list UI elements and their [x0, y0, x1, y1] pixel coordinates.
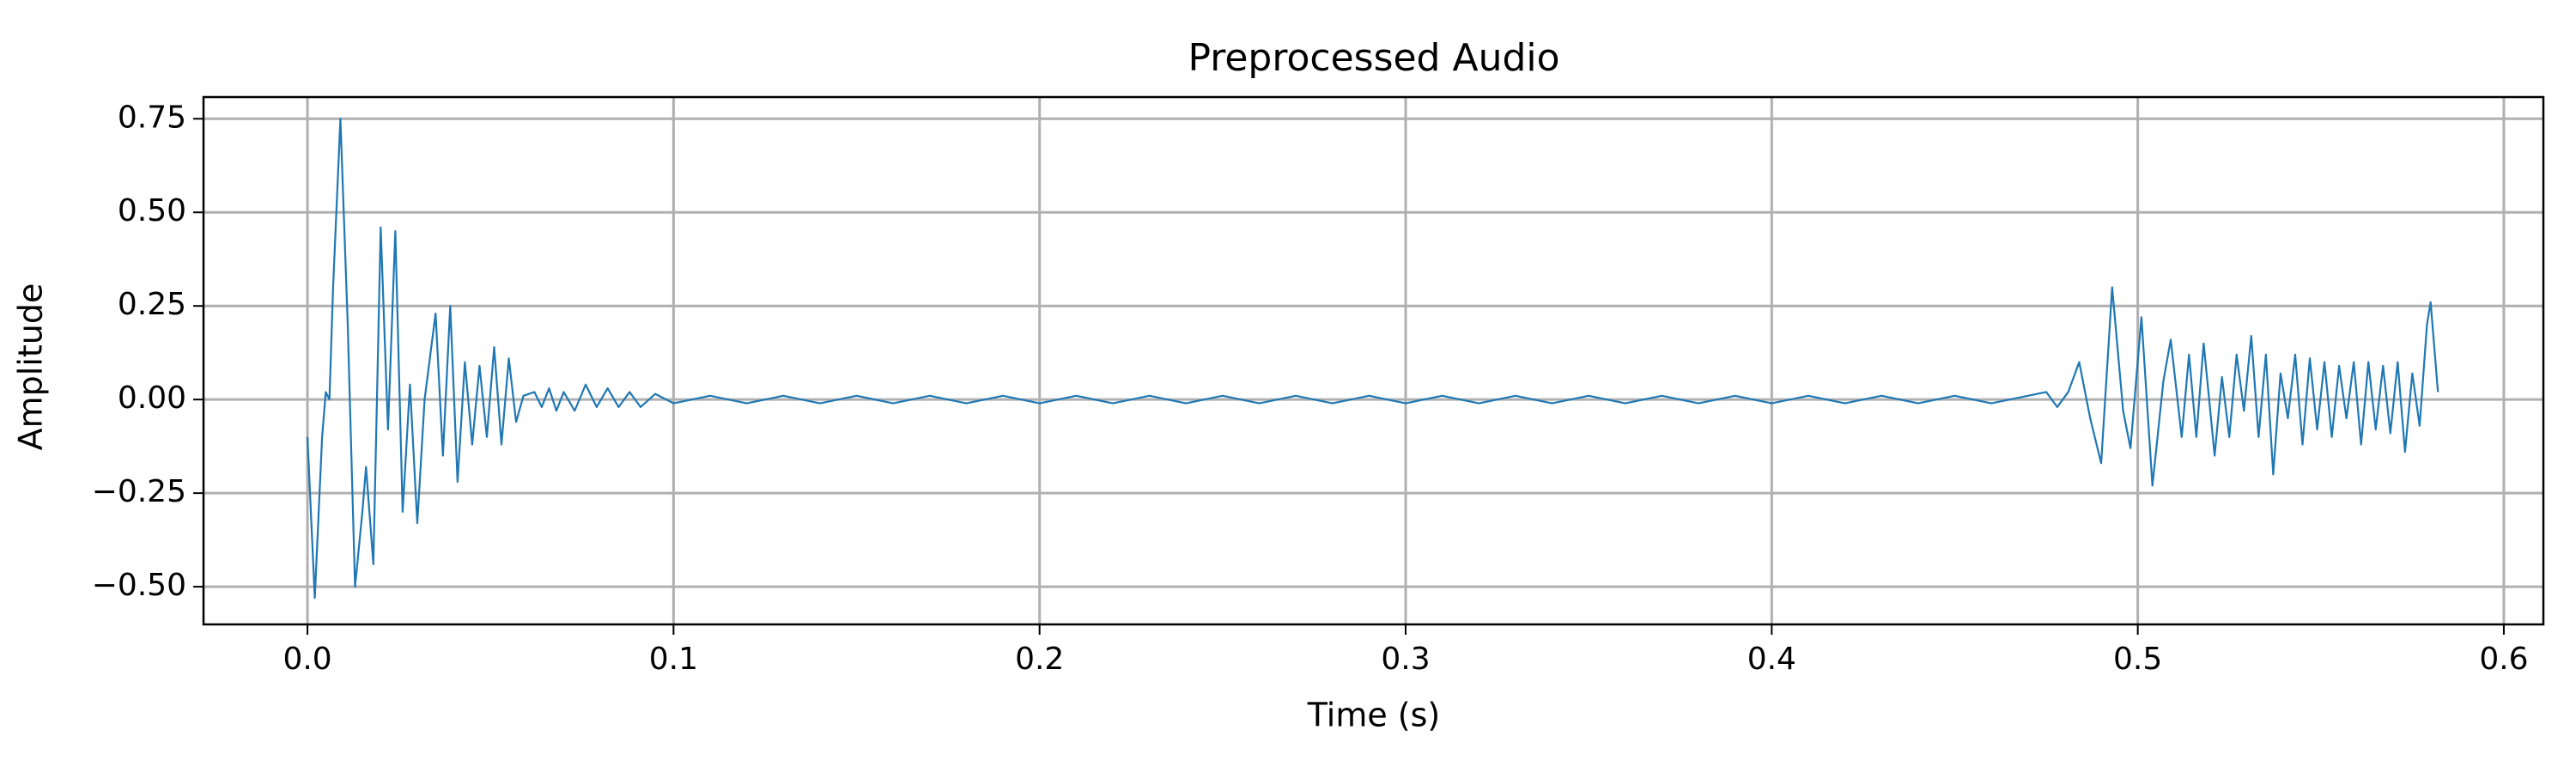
x-tick-label: 0.4: [1747, 642, 1796, 677]
chart-title: Preprocessed Audio: [1188, 36, 1559, 80]
plot-frame: [202, 95, 2545, 626]
waveform-line: [306, 118, 2439, 600]
x-tick-label: 0.6: [2479, 642, 2528, 677]
x-axis-label: Time (s): [1307, 697, 1441, 734]
y-axis-label: Amplitude: [12, 283, 50, 451]
y-tick-label: 0.00: [118, 380, 186, 416]
y-tick-label: 0.50: [118, 193, 186, 228]
x-tick-label: 0.3: [1381, 642, 1430, 677]
x-tick-label: 0.1: [649, 642, 698, 677]
x-tick-label: 0.2: [1015, 642, 1064, 677]
x-tick-label: 0.0: [283, 642, 331, 677]
y-tick-label: 0.25: [118, 287, 186, 322]
y-tick-label: −0.25: [92, 474, 186, 509]
y-tick-label: −0.50: [92, 568, 186, 603]
x-tick-label: 0.5: [2113, 642, 2162, 677]
y-tick-label: 0.75: [118, 100, 186, 135]
